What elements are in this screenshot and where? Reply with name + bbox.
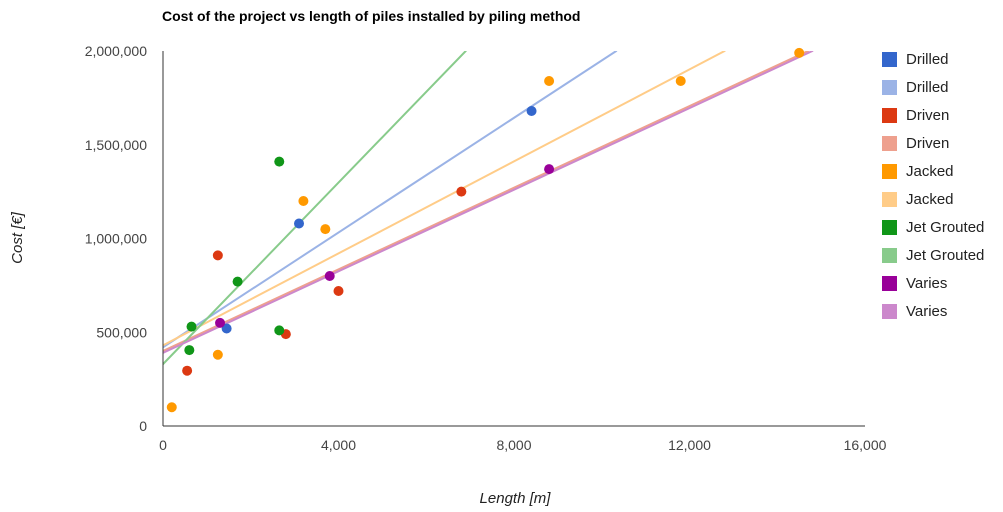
point-jacked xyxy=(298,196,309,206)
x-axis-label: Length [m] xyxy=(480,490,552,507)
x-tick-label: 16,000 xyxy=(844,437,887,453)
legend-swatch-jacked xyxy=(882,192,897,207)
point-driven xyxy=(182,365,193,376)
point-jet-grouted xyxy=(184,345,195,356)
legend-label-varies: Varies xyxy=(906,303,947,320)
point-jacked xyxy=(166,402,177,413)
y-tick-label: 1,000,000 xyxy=(85,231,147,247)
point-varies xyxy=(324,271,335,281)
point-drilled xyxy=(526,106,537,116)
point-jet-grouted xyxy=(232,276,243,287)
trendline-varies xyxy=(163,51,814,354)
trendline-driven xyxy=(163,51,809,352)
trendlines xyxy=(163,51,814,366)
trendline-jacked xyxy=(163,51,726,347)
legend-label-varies: Varies xyxy=(906,275,947,292)
legend-swatch-varies xyxy=(882,304,897,319)
legend-label-driven: Driven xyxy=(906,135,949,152)
legend-swatch-varies xyxy=(882,276,897,291)
x-tick-label: 8,000 xyxy=(496,437,531,453)
y-tick-label: 0 xyxy=(139,418,147,434)
legend-label-drilled: Drilled xyxy=(906,51,949,68)
point-jacked xyxy=(320,224,331,235)
y-tick-label: 2,000,000 xyxy=(85,43,147,59)
point-jet-grouted xyxy=(274,156,285,167)
trendline-drilled xyxy=(163,51,618,349)
trendline-jet-grouted xyxy=(163,51,467,366)
axes: 0 4,000 8,000 12,000 16,000 0 500,000 1,000,000… xyxy=(85,43,887,453)
point-driven xyxy=(333,286,344,296)
legend-swatch-driven xyxy=(882,108,897,123)
legend-swatch-jet-grouted xyxy=(882,248,897,263)
point-jet-grouted xyxy=(186,321,197,332)
point-jacked xyxy=(544,76,555,86)
point-drilled xyxy=(221,323,232,334)
point-driven xyxy=(456,186,467,197)
y-axis-label: Cost [€] xyxy=(9,211,26,264)
legend-label-jet-grouted: Jet Grouted xyxy=(906,219,984,236)
legend-label-jacked: Jacked xyxy=(906,191,954,208)
y-tick-label: 1,500,000 xyxy=(85,137,147,153)
legend-label-driven: Driven xyxy=(906,107,949,124)
legend-swatch-jacked xyxy=(882,164,897,179)
point-jacked xyxy=(794,47,805,58)
data-points xyxy=(166,47,805,413)
chart-title: Cost of the project vs length of piles i… xyxy=(162,8,580,24)
legend: Drilled Drilled Driven Driven Jacked Jacked Je… xyxy=(882,51,984,320)
point-jet-grouted xyxy=(274,325,285,336)
legend-label-jet-grouted: Jet Grouted xyxy=(906,247,984,264)
point-drilled xyxy=(294,218,305,229)
x-tick-label: 12,000 xyxy=(668,437,711,453)
legend-swatch-drilled xyxy=(882,80,897,95)
legend-swatch-jet-grouted xyxy=(882,220,897,235)
x-tick-label: 0 xyxy=(159,437,167,453)
point-jacked xyxy=(675,76,686,86)
point-varies xyxy=(215,317,226,328)
point-driven xyxy=(212,250,223,261)
y-tick-label: 500,000 xyxy=(96,324,147,340)
x-tick-label: 4,000 xyxy=(321,437,356,453)
legend-label-drilled: Drilled xyxy=(906,79,949,96)
point-varies xyxy=(544,164,555,175)
point-jacked xyxy=(212,349,223,360)
legend-swatch-drilled xyxy=(882,52,897,67)
legend-label-jacked: Jacked xyxy=(906,163,954,180)
legend-swatch-driven xyxy=(882,136,897,151)
